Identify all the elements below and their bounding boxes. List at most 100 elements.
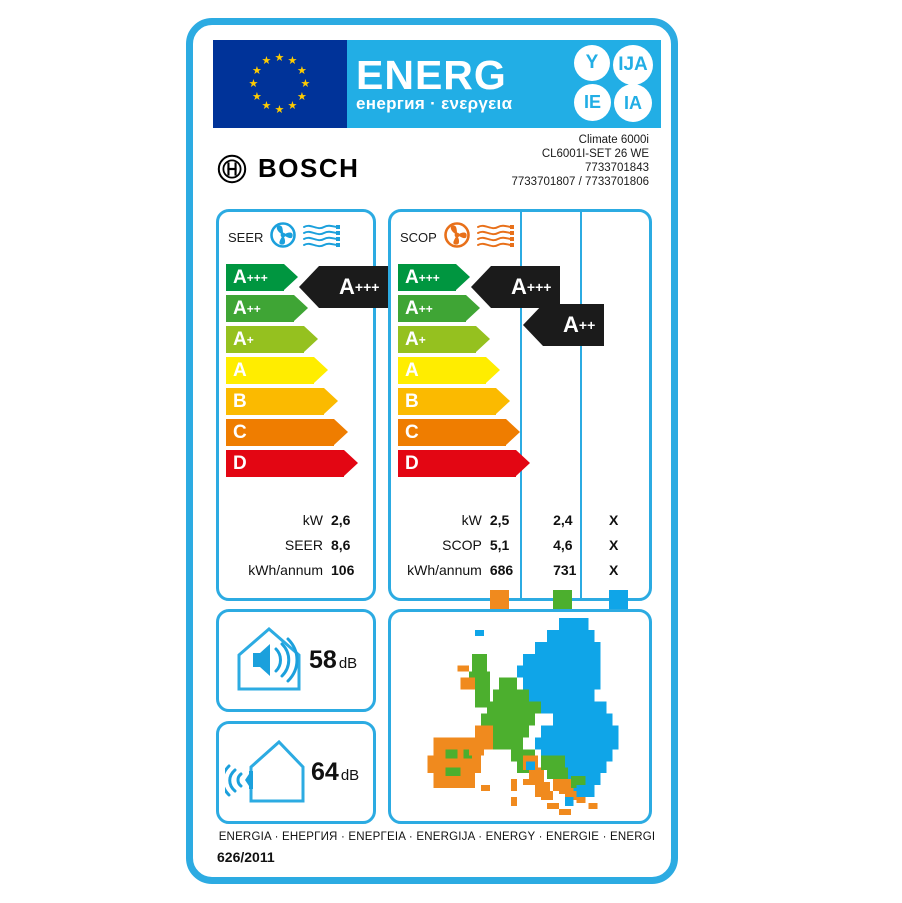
class-arrow: A [226,357,328,384]
seer-data-value: 8,6 [331,537,351,553]
climate-swatch-colder [609,590,629,609]
label-header: ★ ★ ★ ★ ★ ★ ★ ★ ★ ★ ★ ★ ENERG енергия · ενεργεια Y … [213,40,661,128]
class-arrow: B [226,388,338,415]
class-arrow-tip [496,388,510,414]
class-arrow-label: D [233,453,247,474]
climate-swatch-average [489,590,509,609]
seer-class-row: A + [226,326,344,353]
scop-class-row: D [398,450,530,477]
indoor-noise-value: 58 [309,646,337,674]
scop-data-value-warmer: 4,6 [553,537,573,553]
seer-data-key: SEER [284,537,323,553]
brand-logo: BOSCH [217,153,359,184]
house-speaker-outdoor-icon [220,733,307,812]
class-arrow: C [226,419,348,446]
class-arrow-label: D [405,453,419,474]
cooling-fan-icon [269,221,303,254]
eu-flag-star: ★ [248,77,259,90]
class-arrow-tip [344,450,358,476]
class-arrow-label: A +++ [233,267,268,288]
scop-data-row: kWh/annum 686 731 X [391,562,649,587]
eu-flag-star: ★ [287,100,298,113]
seer-class-row: A +++ [226,264,344,291]
class-arrow-label: A [405,360,419,381]
class-arrow: D [398,450,530,477]
class-arrow: A +++ [226,264,298,291]
eu-flag-star: ★ [251,64,262,77]
climate-swatch-warmer [553,590,573,609]
eu-flag-star: ★ [261,54,272,67]
language-circle-ie: IE [574,84,611,121]
european-union-flag: ★ ★ ★ ★ ★ ★ ★ ★ ★ ★ ★ ★ [213,40,347,128]
energ-subtitle: енергия · ενεργεια [356,93,513,113]
scop-column-divider-1 [520,212,522,598]
class-arrow: A ++ [398,295,480,322]
seer-data-row: kW 2,6 [219,512,373,537]
swatch-cell [537,590,593,609]
seer-data-row: kWh/annum 106 [219,562,373,587]
class-arrow: B [398,388,510,415]
eu-flag-star: ★ [297,90,307,103]
indoor-noise-value-group: 58 dB [309,646,357,675]
scop-data-value-average: 686 [489,562,514,578]
outdoor-noise-box: 64 dB [216,721,376,824]
scop-class-scale: A +++ A ++ A + A B C D [398,264,530,481]
scop-class-row: B [398,388,516,415]
scop-data-value-average: 2,5 [489,512,510,528]
swatch-cell [593,590,649,609]
class-arrow: A ++ [226,295,308,322]
class-arrow-tip [304,326,318,352]
energy-label-card: ★ ★ ★ ★ ★ ★ ★ ★ ★ ★ ★ ★ ENERG енергия · ενεργεια Y … [186,18,678,884]
scop-class-row: A + [398,326,516,353]
eu-flag-star: ★ [251,90,262,103]
scop-data-row: kW 2,5 2,4 X [391,512,649,537]
eu-flag-star: ★ [274,51,285,64]
heating-fan-icon [443,221,477,254]
footer-languages: ENERGIA · ЕНЕРГИЯ · ΕΝΕΡΓΕΙΑ · ENERGIJA … [218,831,656,843]
language-circles: Y IJA IE IA [572,45,656,123]
seer-data-key: kWh/annum [248,562,323,578]
eu-flag-star: ★ [297,64,307,77]
scop-class-row: C [398,419,520,446]
class-arrow-tip [324,388,338,414]
house-speaker-indoor-icon [233,621,305,700]
class-arrow-tip [506,419,520,445]
seer-panel: SEER [216,209,389,601]
seer-data-value: 2,6 [331,512,351,528]
class-arrow-label: A + [233,329,254,350]
eu-flag-star: ★ [274,103,285,116]
class-arrow-label: C [405,422,419,443]
language-circle-ija: IJA [613,45,653,85]
scop-data-value-average: 5,1 [489,537,510,553]
scop-class-row: A +++ [398,264,516,291]
bosch-armature-icon [217,154,247,184]
label-footer: ENERGIA · ЕНЕРГИЯ · ΕΝΕΡΓΕΙΑ · ENERGIJA … [217,831,657,865]
class-arrow: A +++ [398,264,470,291]
product-identification: Climate 6000i CL6001I-SET 26 WE 77337018… [349,133,649,189]
class-arrow-label: A + [405,329,426,350]
scop-climate-swatch-row [391,590,649,615]
energ-title: ENERG [356,51,507,98]
swatch-cell [482,590,537,609]
scop-column-divider-2 [580,212,582,598]
energ-wordmark: ENERG енергия · ενεργεια [356,51,513,113]
product-model-name: Climate 6000i [578,134,649,146]
class-arrow-label: A ++ [233,298,261,319]
product-number-2: 7733701807 / 7733701806 [511,176,649,188]
class-arrow: C [398,419,520,446]
scop-class-row: A ++ [398,295,516,322]
language-circle-ia: IA [614,84,652,122]
scop-data-value-warmer: 2,4 [553,512,573,528]
seer-label: SEER [228,229,264,245]
scop-data-key: kW [461,512,482,528]
class-arrow-label: A +++ [405,267,440,288]
outdoor-noise-unit: dB [340,767,360,784]
scop-data-value-colder: X [609,562,619,578]
class-arrow-tip [314,357,328,383]
scop-rating-arrow-average: A +++ [470,266,561,308]
footer-regulation: 626/2011 [217,849,275,865]
scop-label: SCOP [400,229,437,245]
product-model-code: CL6001I-SET 26 WE [541,148,649,160]
scop-panel-header: SCOP [400,220,517,254]
